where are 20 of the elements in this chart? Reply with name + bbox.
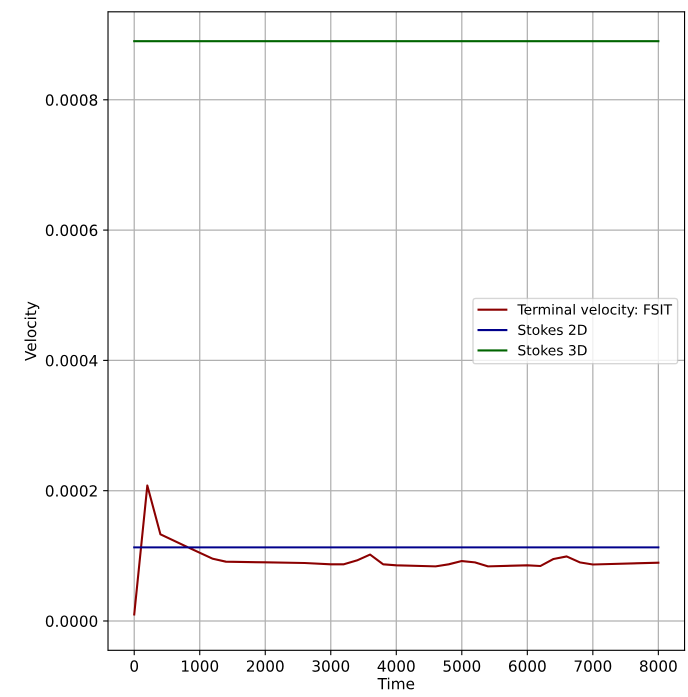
y-tick-label: 0.0002	[46, 485, 97, 497]
x-tick-label: 7000	[574, 660, 612, 672]
x-tick-label: 3000	[312, 660, 350, 672]
y-axis-title: Velocity	[24, 302, 40, 361]
x-tick-label: 0	[130, 660, 138, 672]
x-axis-title: Time	[378, 678, 414, 690]
legend-label: Terminal velocity: FSIT	[517, 304, 672, 318]
y-tick-label: 0.0004	[46, 354, 98, 366]
y-tick-label: 0.0008	[46, 94, 98, 106]
legend-label: Stokes 3D	[518, 344, 587, 356]
x-tick-label: 4000	[378, 660, 415, 672]
x-tick-label: 1000	[182, 660, 218, 672]
legend-label: Stokes 2D	[518, 324, 587, 336]
line-series	[133, 484, 660, 616]
y-tick-label: 0.0000	[46, 615, 98, 628]
x-tick-label: 6000	[508, 660, 546, 672]
y-tick-label: 0.0006	[46, 224, 98, 236]
x-tick-label: 2000	[246, 660, 284, 672]
x-tick-label: 5000	[444, 660, 480, 672]
x-tick-label: 8000	[640, 660, 677, 672]
